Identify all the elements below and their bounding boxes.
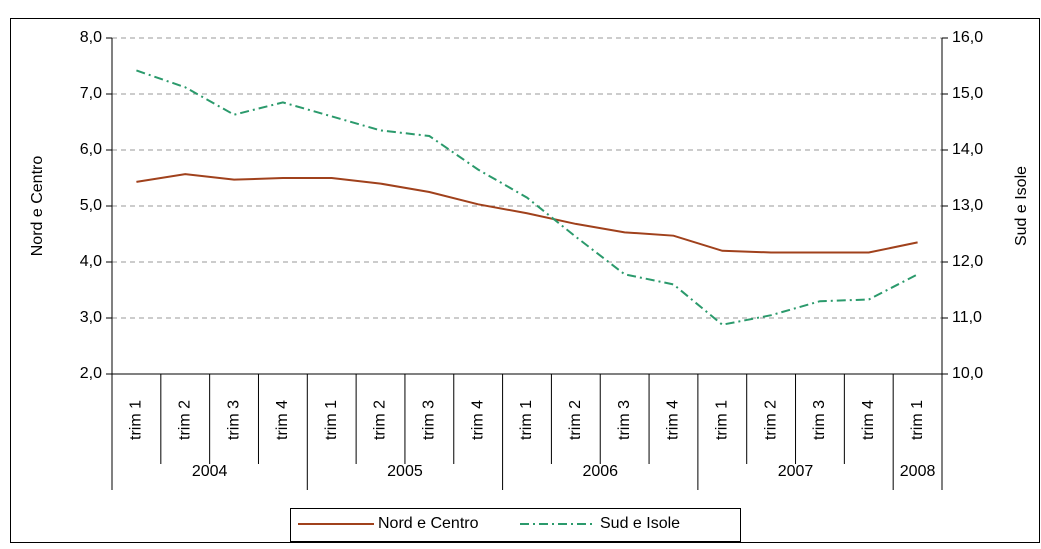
- y2-tick-label: 16,0: [952, 29, 983, 46]
- x-tick-label: trim 4: [469, 400, 486, 440]
- y-tick-label: 4,0: [80, 253, 102, 270]
- x-tick-label: trim 1: [128, 400, 145, 440]
- x-tick-label: trim 3: [616, 400, 633, 440]
- y-tick-label: 5,0: [80, 197, 102, 214]
- y-tick-label: 2,0: [80, 365, 102, 382]
- x-tick-label: trim 4: [860, 400, 877, 440]
- y-tick-label: 7,0: [80, 85, 102, 102]
- y-tick-label: 8,0: [80, 29, 102, 46]
- legend-label: Sud e Isole: [600, 515, 680, 532]
- y-tick-label: 3,0: [80, 309, 102, 326]
- x-tick-label: trim 3: [225, 400, 242, 440]
- x-tick-label: trim 4: [274, 400, 291, 440]
- y2-tick-label: 13,0: [952, 197, 983, 214]
- x-tick-label: trim 2: [567, 400, 584, 440]
- x-tick-label: trim 3: [811, 400, 828, 440]
- x-tick-label: trim 1: [323, 400, 340, 440]
- x-tick-label: trim 1: [714, 400, 731, 440]
- series-line: [136, 69, 919, 326]
- y-axis-title: Nord e Centro: [29, 156, 46, 257]
- year-label: 2006: [582, 463, 618, 480]
- y2-axis-title: Sud e Isole: [1013, 166, 1030, 246]
- x-tick-label: trim 2: [762, 400, 779, 440]
- year-label: 2005: [387, 463, 423, 480]
- year-label: 2004: [192, 463, 228, 480]
- y2-tick-label: 14,0: [952, 141, 983, 158]
- x-tick-label: trim 4: [665, 400, 682, 440]
- x-tick-label: trim 3: [421, 400, 438, 440]
- year-label: 2007: [778, 463, 814, 480]
- x-tick-label: trim 2: [176, 400, 193, 440]
- year-label: 2008: [900, 463, 936, 480]
- y2-tick-label: 15,0: [952, 85, 983, 102]
- x-tick-label: trim 1: [518, 400, 535, 440]
- y-tick-label: 6,0: [80, 141, 102, 158]
- chart-border: [10, 18, 1040, 543]
- y2-tick-label: 11,0: [952, 309, 982, 326]
- x-tick-label: trim 1: [909, 400, 926, 440]
- legend-label: Nord e Centro: [378, 515, 479, 532]
- x-tick-label: trim 2: [372, 400, 389, 440]
- y2-tick-label: 12,0: [952, 253, 983, 270]
- y2-tick-label: 10,0: [952, 365, 983, 382]
- series-line: [136, 173, 918, 254]
